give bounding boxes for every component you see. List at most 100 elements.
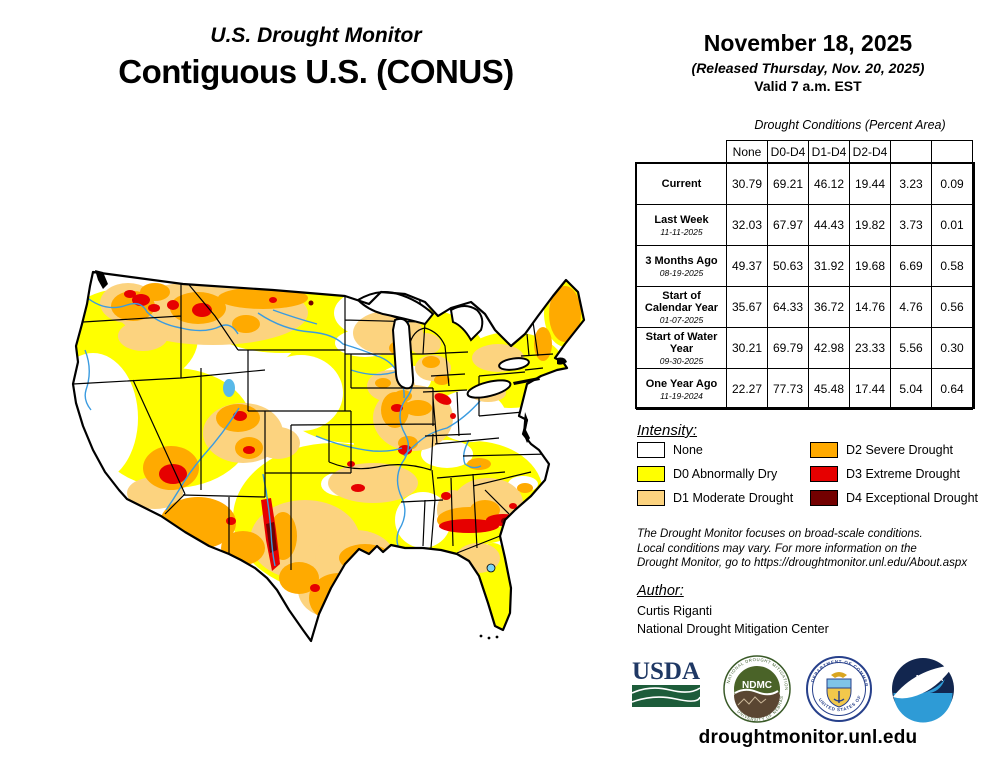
- stat-cell: 6.69: [890, 245, 932, 287]
- row-date: 11-19-2024: [660, 390, 703, 401]
- valid-time: Valid 7 a.m. EST: [754, 78, 862, 94]
- map-kicker: U.S. Drought Monitor: [210, 24, 422, 47]
- page-title: Contiguous U.S. (CONUS): [118, 53, 514, 90]
- legend-label: D1 Moderate Drought: [673, 491, 794, 505]
- stat-cell: 31.92: [808, 245, 850, 287]
- disclaimer-line: The Drought Monitor focuses on broad-sca…: [637, 528, 923, 540]
- row-label: 3 Months Ago: [645, 254, 718, 267]
- stat-cell: 0.58: [931, 245, 973, 287]
- us-outline-stroke: [71, 270, 586, 643]
- stat-cell: 30.21: [726, 327, 768, 369]
- stat-cell: 36.72: [808, 286, 850, 328]
- d2-swatch: [810, 442, 838, 458]
- stat-cell: 22.27: [726, 368, 768, 410]
- row-date: 08-19-2025: [659, 267, 704, 278]
- ndmc-wordmark: NDMC: [742, 680, 772, 691]
- d1-swatch: [637, 490, 665, 506]
- legend-item-none: None: [637, 438, 807, 462]
- table-row: 3 Months Ago 08-19-2025 49.37 50.63 31.9…: [636, 245, 973, 287]
- disclaimer-line: Local conditions may vary. For more info…: [637, 542, 917, 555]
- release-date: (Released Thursday, Nov. 20, 2025): [691, 60, 925, 76]
- col-header-d1d4: D1-D4: [808, 140, 850, 164]
- author-org: National Drought Mitigation Center: [637, 622, 829, 636]
- stat-cell: 0.09: [931, 163, 973, 205]
- stat-cell: 77.73: [767, 368, 809, 410]
- table-corner-cell: [636, 140, 727, 164]
- row-label: Current: [661, 178, 702, 190]
- stat-cell: 19.68: [849, 245, 891, 287]
- noaa-wordmark: NOAA: [916, 673, 944, 683]
- stat-cell: 3.23: [890, 163, 932, 205]
- row-date: 01-07-2025: [659, 314, 704, 325]
- disclaimer-line: Drought Monitor, go to https://droughtmo…: [637, 557, 968, 569]
- stat-cell: 5.04: [890, 368, 932, 410]
- stat-cell: 30.79: [726, 163, 768, 205]
- d4-swatch: [810, 490, 838, 506]
- noaa-logo: NOAA: [892, 658, 954, 723]
- table-row: Current 30.79 69.21 46.12 19.44 3.23 0.0…: [636, 163, 973, 205]
- usda-logo: USDA: [631, 658, 701, 707]
- author-heading: Author:: [637, 583, 684, 599]
- col-header-d3d4: D3-D4: [890, 140, 932, 164]
- legend-item-d3: D3 Extreme Drought: [810, 462, 990, 486]
- stat-cell: 0.56: [931, 286, 973, 328]
- usda-wordmark: USDA: [632, 658, 700, 685]
- great-lakes: [356, 291, 530, 399]
- stat-cell: 67.97: [767, 204, 809, 246]
- stat-cell: 44.43: [808, 204, 850, 246]
- stat-cell: 5.56: [890, 327, 932, 369]
- puget-sound: [95, 270, 108, 289]
- legend-item-d0: D0 Abnormally Dry: [637, 462, 807, 486]
- stat-cell: 69.21: [767, 163, 809, 205]
- map-date: November 18, 2025: [703, 30, 913, 56]
- stat-cell: 32.03: [726, 204, 768, 246]
- long-island: [513, 377, 540, 385]
- stat-cell: 69.79: [767, 327, 809, 369]
- table-caption: Drought Conditions (Percent Area): [754, 118, 946, 132]
- d3-swatch: [810, 466, 838, 482]
- table-header-row: None D0-D4 D1-D4 D2-D4 D3-D4 D4: [636, 140, 973, 164]
- d3-areas: [124, 290, 520, 604]
- legend-item-d2: D2 Severe Drought: [810, 438, 990, 462]
- stat-cell: 4.76: [890, 286, 932, 328]
- row-label: Start of Calendar Year: [644, 289, 719, 314]
- d0-swatch: [637, 466, 665, 482]
- stat-cell: 42.98: [808, 327, 850, 369]
- title-block: U.S. Drought Monitor Contiguous U.S. (CO…: [0, 24, 632, 91]
- row-label: Last Week: [654, 213, 709, 226]
- stat-cell: 46.12: [808, 163, 850, 205]
- row-date: 11-11-2025: [660, 226, 703, 237]
- legend-label: D2 Severe Drought: [846, 443, 954, 457]
- state-borders: [73, 272, 554, 570]
- legend-label: None: [673, 443, 703, 457]
- legend-label: D3 Extreme Drought: [846, 467, 960, 481]
- stat-cell: 17.44: [849, 368, 891, 410]
- disclaimer-text: The Drought Monitor focuses on broad-sca…: [637, 527, 982, 571]
- col-header-none: None: [726, 140, 768, 164]
- stat-cell: 0.01: [931, 204, 973, 246]
- none-swatch: [637, 442, 665, 458]
- drought-stats-table: None D0-D4 D1-D4 D2-D4 D3-D4 D4 Current …: [636, 140, 973, 410]
- row-date: 09-30-2025: [659, 355, 704, 366]
- stat-cell: 0.30: [931, 327, 973, 369]
- stat-cell: 19.44: [849, 163, 891, 205]
- agency-logos: USDA NATIONAL DROUGHT MITIGATION CENTER …: [628, 651, 986, 725]
- legend-label: D0 Abnormally Dry: [673, 467, 778, 481]
- table-row: Start of Water Year 09-30-2025 30.21 69.…: [636, 327, 973, 369]
- stat-cell: 23.33: [849, 327, 891, 369]
- row-label: Start of Water Year: [645, 330, 718, 355]
- stat-cell: 45.48: [808, 368, 850, 410]
- stat-cell: 14.76: [849, 286, 891, 328]
- author-name: Curtis Riganti: [637, 604, 713, 618]
- stat-cell: 0.64: [931, 368, 973, 410]
- conus-drought-map: [33, 258, 633, 650]
- footer-url[interactable]: droughtmonitor.unl.edu: [698, 727, 918, 748]
- stat-cell: 19.82: [849, 204, 891, 246]
- table-row: Start of Calendar Year 01-07-2025 35.67 …: [636, 286, 973, 328]
- legend-label: D4 Exceptional Drought: [846, 491, 979, 505]
- col-header-d4: D4: [931, 140, 973, 164]
- row-label: One Year Ago: [645, 377, 718, 390]
- stat-cell: 35.67: [726, 286, 768, 328]
- legend-item-d1: D1 Moderate Drought: [637, 486, 807, 510]
- col-header-d2d4: D2-D4: [849, 140, 891, 164]
